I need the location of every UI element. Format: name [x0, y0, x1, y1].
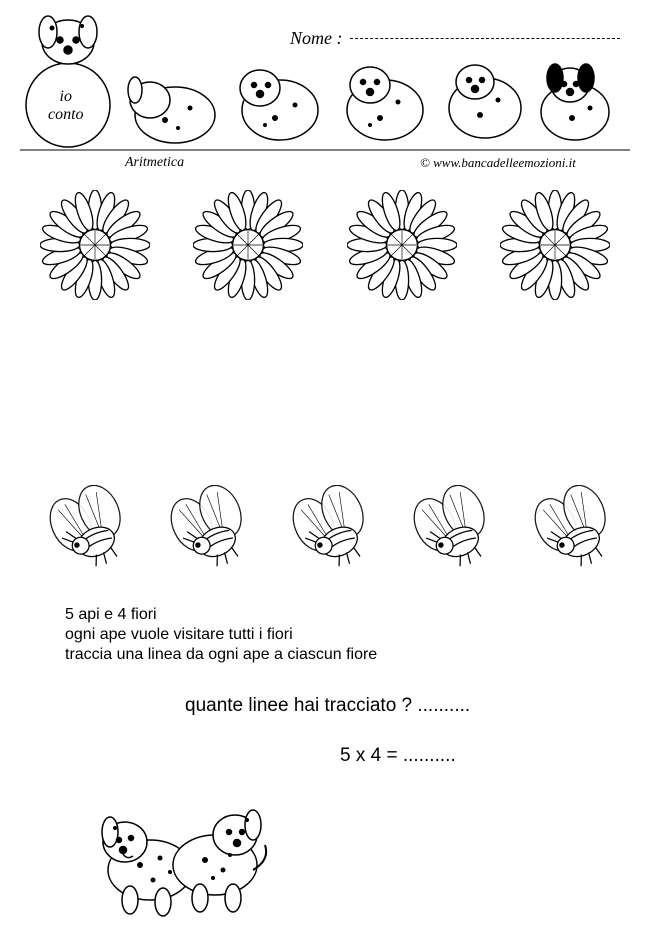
bee-icon: [281, 485, 386, 575]
flower-icon: [193, 190, 303, 300]
worksheet-header: Nome : io conto Aritmetica © www.bancade…: [0, 0, 650, 165]
ball-text-1: io: [60, 88, 72, 105]
bee-icon: [402, 485, 507, 575]
flower-icon: [40, 190, 150, 300]
name-field-label: Nome :: [290, 28, 343, 49]
bee-icon: [38, 485, 143, 575]
subject-label: Aritmetica: [125, 155, 184, 171]
flower-icon: [500, 190, 610, 300]
bees-row: [38, 485, 628, 575]
ball-text-2: conto: [48, 106, 84, 123]
instruction-line-2: ogni ape vuole visitare tutti i fiori: [65, 625, 377, 645]
name-input-line[interactable]: [350, 38, 620, 39]
question-lines-count: quante linee hai tracciato ? ..........: [185, 695, 470, 717]
dalmatians-banner-illustration: [0, 0, 640, 155]
instruction-line-1: 5 api e 4 fiori: [65, 605, 377, 625]
copyright-text: © www.bancadelleemozioni.it: [420, 155, 576, 171]
flower-icon: [347, 190, 457, 300]
bee-icon: [159, 485, 264, 575]
dalmatians-playing-illustration: [85, 770, 285, 930]
ball-caption: io conto: [48, 88, 84, 123]
flowers-row: [40, 190, 610, 300]
multiplication-equation: 5 x 4 = ..........: [340, 745, 456, 767]
bee-icon: [523, 485, 628, 575]
instruction-line-3: traccia una linea da ogni ape a ciascun …: [65, 645, 377, 665]
instructions-block: 5 api e 4 fiori ogni ape vuole visitare …: [65, 605, 377, 665]
